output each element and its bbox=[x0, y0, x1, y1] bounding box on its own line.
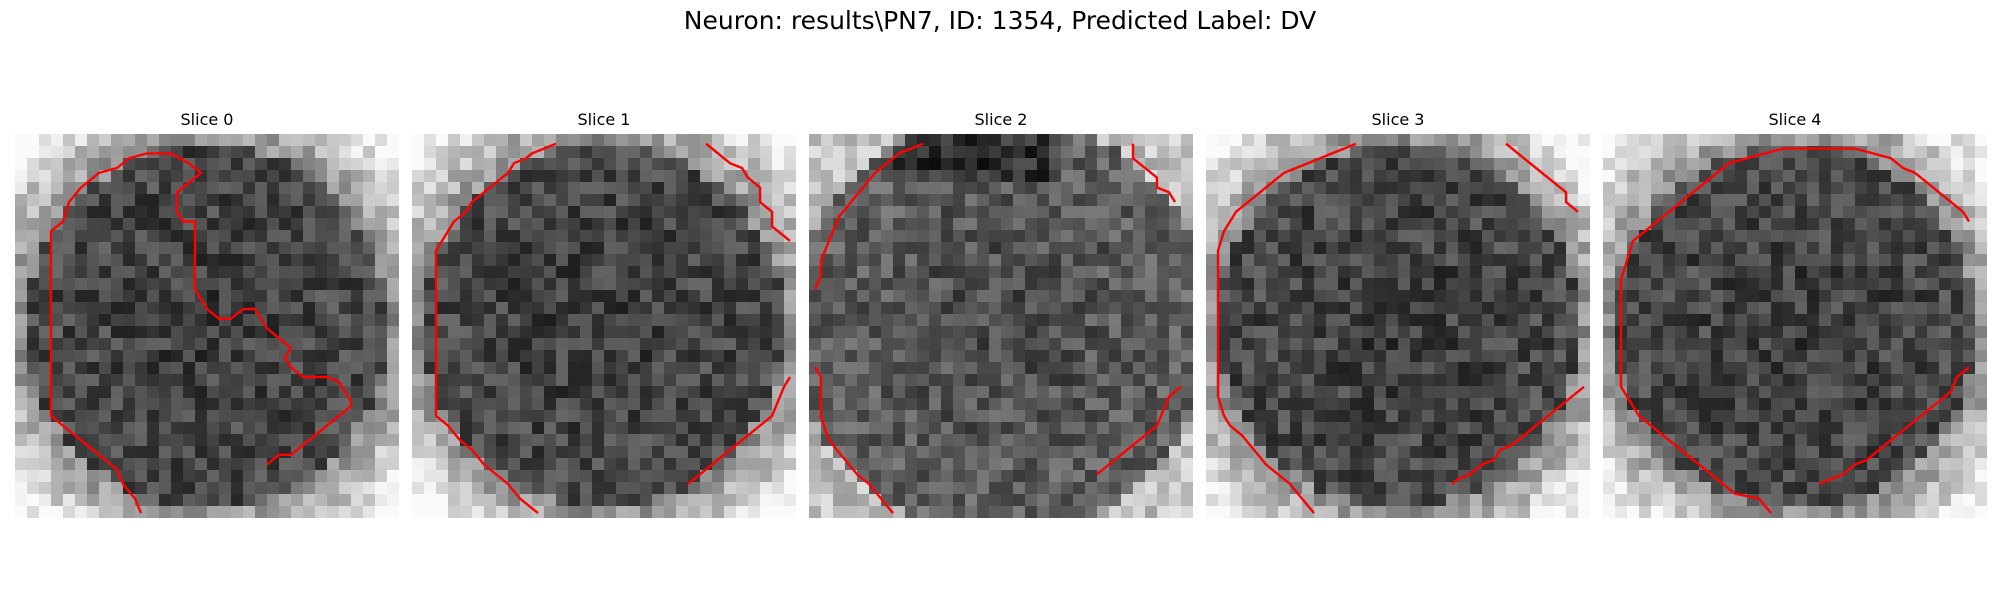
slice-image bbox=[15, 134, 399, 518]
slice-panel-4: Slice 4 bbox=[1603, 108, 1987, 518]
segmentation-contour bbox=[49, 152, 353, 514]
pixel-grid bbox=[412, 134, 796, 518]
slice-panel-2: Slice 2 bbox=[809, 108, 1193, 518]
slice-image bbox=[809, 134, 1193, 518]
segmentation-contour bbox=[813, 366, 894, 514]
figure-title: Neuron: results\PN7, ID: 1354, Predicted… bbox=[683, 6, 1317, 35]
segmentation-contour bbox=[813, 142, 924, 290]
pixel-grid bbox=[1603, 134, 1987, 518]
slice-title: Slice 4 bbox=[1768, 110, 1822, 129]
pixel-grid bbox=[1206, 134, 1590, 518]
slice-panel-1: Slice 1 bbox=[412, 108, 796, 518]
segmentation-contour bbox=[1451, 385, 1585, 485]
segmentation-contour bbox=[1131, 143, 1177, 203]
segmentation-contour bbox=[705, 142, 791, 242]
slice-image bbox=[1603, 134, 1987, 518]
slice-title: Slice 3 bbox=[1371, 110, 1425, 129]
segmentation-contour bbox=[434, 142, 557, 515]
slice-panel-0: Slice 0 bbox=[15, 108, 399, 518]
segmentation-contour bbox=[1818, 366, 1970, 486]
segmentation-contour bbox=[687, 376, 792, 485]
pixel-grid bbox=[15, 134, 399, 518]
segmentation-contour bbox=[1216, 142, 1357, 514]
slice-title: Slice 2 bbox=[974, 110, 1028, 129]
slice-image bbox=[412, 134, 796, 518]
segmentation-contour bbox=[1619, 147, 1971, 514]
pixel-grid bbox=[809, 134, 1193, 518]
slice-title: Slice 1 bbox=[577, 110, 631, 129]
segmentation-contour bbox=[1505, 142, 1579, 213]
slice-image bbox=[1206, 134, 1590, 518]
slice-title: Slice 0 bbox=[180, 110, 234, 129]
segmentation-contour bbox=[1096, 385, 1182, 476]
slice-panel-3: Slice 3 bbox=[1206, 108, 1590, 518]
